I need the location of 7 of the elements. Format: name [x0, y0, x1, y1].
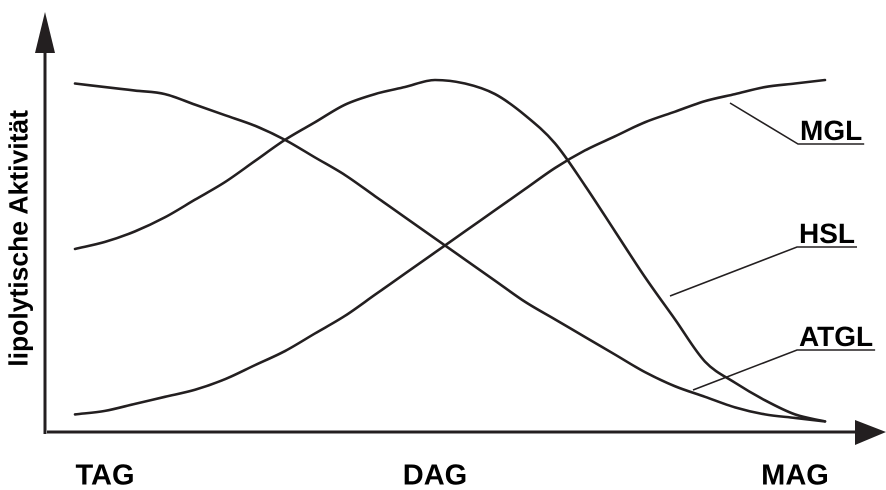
series-label: MGL — [800, 115, 862, 146]
y-axis-title: lipolytische Aktivität — [3, 110, 34, 367]
x-tick-label: MAG — [761, 460, 829, 490]
text: ATGL — [799, 321, 874, 352]
text: HSL — [799, 218, 855, 249]
x-tick-label: DAG — [402, 460, 468, 490]
x-tick-label: TAG — [75, 460, 135, 490]
